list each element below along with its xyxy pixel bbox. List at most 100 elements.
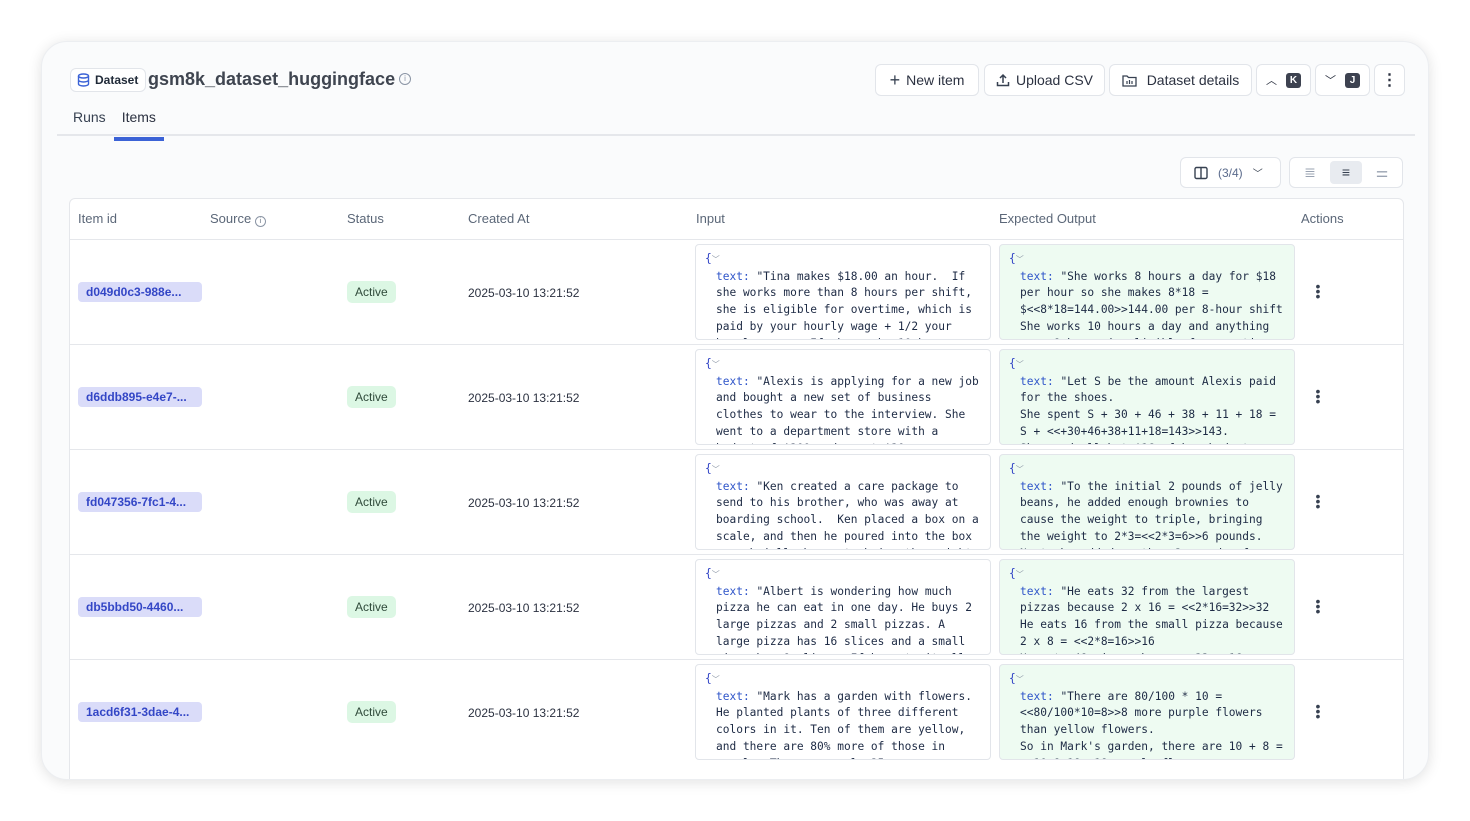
created-at: 2025-03-10 13:21:52 xyxy=(468,601,580,615)
collapse-chevron-icon[interactable]: ﹀ xyxy=(711,255,720,264)
dataset-details-button[interactable]: Dataset details xyxy=(1109,64,1252,96)
json-open-brace: { xyxy=(1009,567,1016,580)
expected-output-cell[interactable]: {﹀ text: "She works 8 hours a day for $18… xyxy=(999,244,1295,340)
collapse-chevron-icon[interactable]: ﹀ xyxy=(711,675,720,684)
row-actions-menu-icon[interactable]: • • • xyxy=(1315,593,1321,619)
column-header-created-at[interactable]: Created At xyxy=(468,211,530,226)
item-id-link[interactable]: 1acd6f31-3dae-4... xyxy=(78,702,202,722)
shortcut-j: J xyxy=(1345,72,1360,88)
created-at: 2025-03-10 13:21:52 xyxy=(468,286,580,300)
collapse-chevron-icon[interactable]: ﹀ xyxy=(1015,255,1024,264)
expected-output-cell[interactable]: {﹀ text: "To the initial 2 pounds of jell… xyxy=(999,454,1295,550)
input-cell[interactable]: {﹀ text: "Ken created a care package to s… xyxy=(695,454,991,550)
json-value: "To the initial 2 pounds of jelly beans,… xyxy=(1020,479,1283,549)
row-height-large-button[interactable]: ⚌ xyxy=(1375,164,1389,180)
database-icon xyxy=(77,73,90,87)
json-value: "Albert is wondering how much pizza he c… xyxy=(716,584,972,654)
column-header-status[interactable]: Status xyxy=(347,211,384,226)
info-icon: i xyxy=(254,216,266,227)
item-id-link[interactable]: fd047356-7fc1-4... xyxy=(78,492,202,512)
page-title: gsm8k_dataset_huggingface xyxy=(148,69,396,89)
source-label: Source xyxy=(210,211,252,226)
badge-label: Dataset xyxy=(95,73,139,87)
tab-runs[interactable]: Runs xyxy=(73,109,106,125)
row-height-medium-button[interactable]: ≡ xyxy=(1330,161,1362,184)
status-badge: Active xyxy=(347,596,396,618)
json-value: "She works 8 hours a day for $18 per hou… xyxy=(1020,269,1283,339)
collapse-chevron-icon[interactable]: ﹀ xyxy=(1015,675,1024,684)
json-key: text: xyxy=(1020,374,1054,388)
collapse-chevron-icon[interactable]: ﹀ xyxy=(711,360,720,369)
created-at: 2025-03-10 13:21:52 xyxy=(468,496,580,510)
column-header-input[interactable]: Input xyxy=(696,211,725,226)
chevron-down-icon: ﹀ xyxy=(1325,75,1336,87)
json-key: text: xyxy=(716,374,750,388)
chevron-up-icon: ︿ xyxy=(1266,75,1277,87)
chevron-down-icon: ﹀ xyxy=(1252,169,1263,180)
new-item-button[interactable]: + New item xyxy=(875,64,979,96)
next-item-button[interactable]: ﹀ J xyxy=(1315,64,1370,96)
json-open-brace: { xyxy=(705,252,712,265)
input-cell[interactable]: {﹀ text: "Mark has a garden with flowers.… xyxy=(695,664,991,760)
upload-csv-label: Upload CSV xyxy=(1015,72,1094,88)
table-row[interactable]: db5bbd50-4460... Active 2025-03-10 13:21… xyxy=(70,554,1403,659)
page-header: Dataset gsm8k_dataset_huggingface i Runs… xyxy=(57,42,1415,141)
json-open-brace: { xyxy=(705,567,712,580)
column-header-item-id[interactable]: Item id xyxy=(78,211,118,226)
json-key: text: xyxy=(716,479,750,493)
column-count: (3/4) xyxy=(1218,165,1243,180)
input-cell[interactable]: {﹀ text: "Tina makes $18.00 an hour. If s… xyxy=(695,244,991,340)
collapse-chevron-icon[interactable]: ﹀ xyxy=(1015,360,1024,369)
items-table: Item id Source i Status Created At Input… xyxy=(69,198,1404,779)
plus-icon: + xyxy=(889,69,901,90)
table-row[interactable]: 1acd6f31-3dae-4... Active 2025-03-10 13:… xyxy=(70,659,1403,764)
json-key: text: xyxy=(716,584,750,598)
row-actions-menu-icon[interactable]: • • • xyxy=(1315,383,1321,409)
input-cell[interactable]: {﹀ text: "Albert is wondering how much pi… xyxy=(695,559,991,655)
expected-output-cell[interactable]: {﹀ text: "There are 80/100 * 10 = <<80/10… xyxy=(999,664,1295,760)
column-header-expected-output[interactable]: Expected Output xyxy=(999,211,1096,226)
item-id-link[interactable]: d6ddb895-e4e7-... xyxy=(78,387,202,407)
json-value: "Mark has a garden with flowers. He plan… xyxy=(716,689,972,759)
json-value: "Ken created a care package to send to h… xyxy=(716,479,979,549)
collapse-chevron-icon[interactable]: ﹀ xyxy=(711,465,720,474)
tab-items[interactable]: Items xyxy=(113,109,165,141)
input-cell[interactable]: {﹀ text: "Alexis is applying for a new jo… xyxy=(695,349,991,445)
json-open-brace: { xyxy=(1009,357,1016,370)
shortcut-k: K xyxy=(1286,72,1301,88)
json-key: text: xyxy=(1020,584,1054,598)
status-badge: Active xyxy=(347,701,396,723)
json-value: "Tina makes $18.00 an hour. If she works… xyxy=(716,269,972,339)
json-key: text: xyxy=(1020,269,1054,283)
json-open-brace: { xyxy=(1009,252,1016,265)
collapse-chevron-icon[interactable]: ﹀ xyxy=(1015,570,1024,579)
created-at: 2025-03-10 13:21:52 xyxy=(468,706,580,720)
more-options-button[interactable]: ⋮ xyxy=(1374,64,1405,96)
row-actions-menu-icon[interactable]: • • • xyxy=(1315,278,1321,304)
table-row[interactable]: d6ddb895-e4e7-... Active 2025-03-10 13:2… xyxy=(70,344,1403,449)
json-value: "There are 80/100 * 10 = <<80/100*10=8>>… xyxy=(1020,689,1283,759)
dataset-page: Dataset gsm8k_dataset_huggingface i Runs… xyxy=(41,41,1429,780)
json-value: "He eats 32 from the largest pizzas beca… xyxy=(1020,584,1283,654)
expected-output-cell[interactable]: {﹀ text: "Let S be the amount Alexis paid… xyxy=(999,349,1295,445)
column-visibility-dropdown[interactable]: (3/4) ﹀ xyxy=(1180,157,1281,188)
upload-csv-button[interactable]: Upload CSV xyxy=(984,64,1105,96)
collapse-chevron-icon[interactable]: ﹀ xyxy=(711,570,720,579)
json-key: text: xyxy=(1020,689,1054,703)
column-header-source[interactable]: Source i xyxy=(210,211,266,227)
json-open-brace: { xyxy=(705,672,712,685)
row-height-small-button[interactable]: ≣ xyxy=(1304,164,1316,180)
collapse-chevron-icon[interactable]: ﹀ xyxy=(1015,465,1024,474)
item-id-link[interactable]: d049d0c3-988e... xyxy=(78,282,202,302)
row-actions-menu-icon[interactable]: • • • xyxy=(1315,488,1321,514)
row-actions-menu-icon[interactable]: • • • xyxy=(1315,698,1321,724)
folder-icon xyxy=(1122,74,1137,87)
info-icon[interactable]: i xyxy=(399,73,411,85)
column-header-actions: Actions xyxy=(1301,211,1344,226)
item-id-link[interactable]: db5bbd50-4460... xyxy=(78,597,202,617)
previous-item-button[interactable]: ︿ K xyxy=(1256,64,1311,96)
table-row[interactable]: fd047356-7fc1-4... Active 2025-03-10 13:… xyxy=(70,449,1403,554)
table-row[interactable]: d049d0c3-988e... Active 2025-03-10 13:21… xyxy=(70,239,1403,344)
expected-output-cell[interactable]: {﹀ text: "He eats 32 from the largest piz… xyxy=(999,559,1295,655)
more-vertical-icon: ⋮ xyxy=(1381,72,1398,89)
